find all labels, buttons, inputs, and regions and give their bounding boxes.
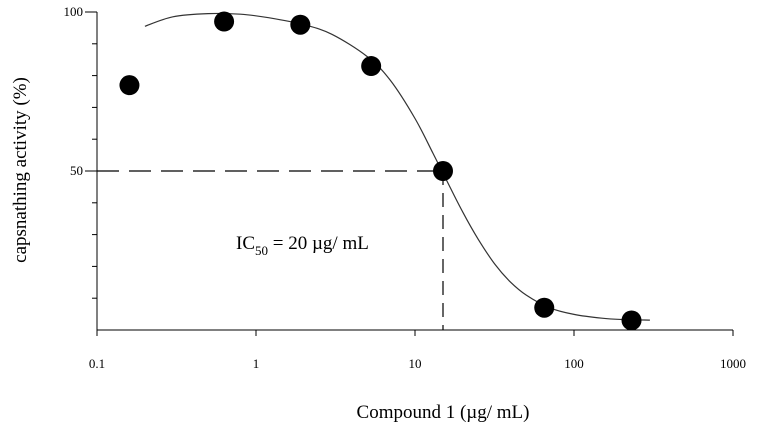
- data-point: [290, 14, 311, 35]
- ic50-annotation-subscript: 50: [255, 243, 268, 258]
- data-point: [432, 161, 453, 181]
- data-point: [621, 310, 642, 331]
- y-tick-label: 100: [64, 4, 84, 19]
- fit-curve: [144, 12, 650, 321]
- data-point: [119, 75, 140, 96]
- y-axis-title: capsnathing activity (%): [10, 77, 31, 263]
- y-ticks: 100 50: [64, 4, 97, 178]
- data-point: [214, 11, 235, 32]
- y-tick-label: 50: [70, 163, 83, 178]
- ic50-annotation: IC50 = 20 µg/ mL: [236, 233, 369, 258]
- x-tick-label: 0.1: [89, 356, 105, 371]
- ic50-annotation-main: IC: [236, 233, 255, 254]
- y-minor-ticks: [92, 11, 97, 299]
- data-points: [119, 11, 642, 331]
- x-axis-title: Compound 1 (µg/ mL): [357, 402, 530, 423]
- x-tick-label: 1000: [720, 356, 746, 371]
- data-point: [361, 56, 382, 77]
- data-point: [534, 297, 555, 318]
- x-tick-label: 100: [564, 356, 584, 371]
- ic50-annotation-rest: = 20 µg/ mL: [268, 233, 369, 254]
- axes: [96, 12, 733, 331]
- x-tick-label: 10: [409, 356, 422, 371]
- ic50-guides: [97, 170, 444, 330]
- x-tick-label: 1: [253, 356, 260, 371]
- x-ticks: 0.1 1 10 100 1000: [89, 330, 746, 371]
